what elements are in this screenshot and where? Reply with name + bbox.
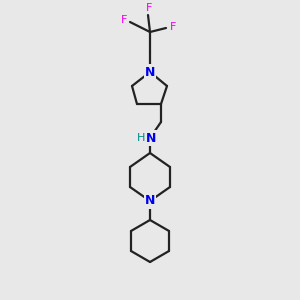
Text: N: N — [145, 65, 155, 79]
Text: N: N — [145, 194, 155, 208]
Text: F: F — [146, 3, 152, 13]
Text: F: F — [121, 15, 127, 25]
Text: H: H — [137, 133, 145, 143]
Text: N: N — [146, 131, 156, 145]
Text: F: F — [170, 22, 176, 32]
